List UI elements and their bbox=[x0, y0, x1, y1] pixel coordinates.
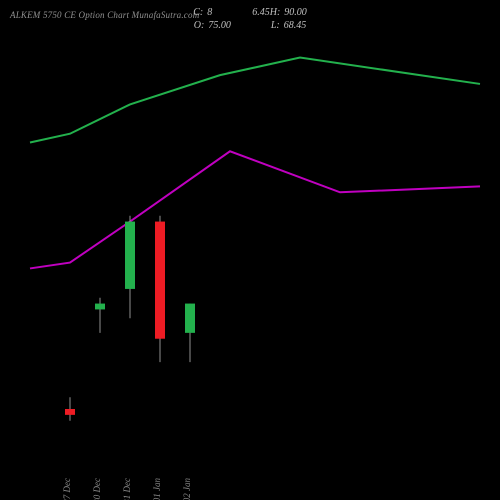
x-axis-label: 27 Dec bbox=[62, 478, 72, 500]
candle-body bbox=[65, 409, 75, 415]
candle-body bbox=[185, 304, 195, 333]
candle-body bbox=[95, 304, 105, 310]
candle-body bbox=[155, 222, 165, 339]
chart-container: ALKEM 5750 CE Option Chart MunafaSutra.c… bbox=[0, 0, 500, 500]
x-axis-label: 02 Jan bbox=[182, 478, 192, 500]
lower-band-line bbox=[30, 151, 480, 268]
upper-band-line bbox=[30, 58, 480, 143]
candle-body bbox=[125, 222, 135, 289]
x-axis-label: 31 Dec bbox=[122, 478, 132, 500]
chart-plot: 27 Dec 30 Dec 31 Dec 01 Jan 02 Jan bbox=[0, 0, 500, 500]
x-axis-label: 30 Dec bbox=[92, 478, 102, 500]
x-axis-label: 01 Jan bbox=[152, 478, 162, 500]
